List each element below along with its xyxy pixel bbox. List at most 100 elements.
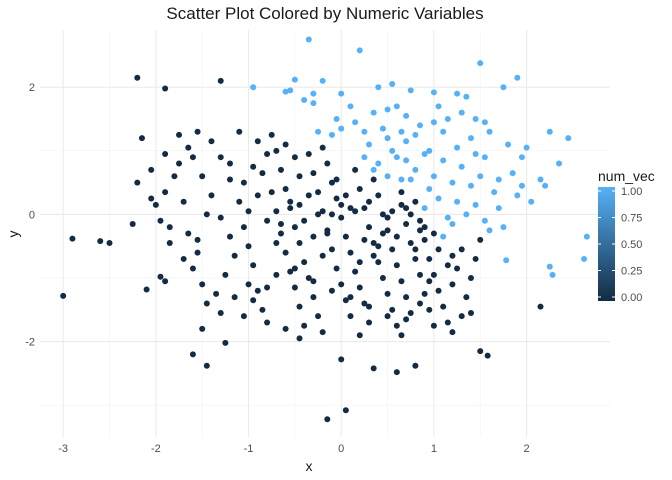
data-point	[217, 309, 224, 316]
data-point	[273, 208, 280, 215]
color-legend: num_vec 0.00 0.25 0.50 0.75 1.00	[598, 168, 655, 304]
data-point	[291, 76, 298, 83]
data-point	[273, 271, 280, 278]
data-point	[338, 125, 345, 132]
data-point	[287, 268, 294, 275]
data-point	[347, 249, 354, 256]
data-point	[407, 176, 414, 183]
data-point	[203, 211, 210, 218]
data-point	[227, 176, 233, 183]
data-point	[435, 287, 442, 294]
data-point	[176, 131, 183, 138]
legend-ticks: 0.00 0.25 0.50 0.75 1.00	[598, 186, 642, 304]
data-point	[491, 189, 498, 196]
data-point	[366, 141, 373, 148]
data-point	[370, 365, 377, 372]
data-point	[338, 90, 345, 97]
data-point	[268, 131, 275, 138]
data-point	[352, 119, 359, 126]
data-point	[375, 243, 382, 250]
data-point	[180, 255, 187, 262]
data-point	[528, 198, 535, 205]
data-point	[264, 284, 271, 291]
data-point	[333, 176, 340, 183]
data-point	[481, 154, 488, 161]
data-point	[291, 265, 298, 272]
data-point	[472, 116, 479, 123]
data-point	[523, 144, 530, 151]
data-point	[319, 252, 326, 259]
data-point	[310, 233, 317, 240]
data-point	[458, 246, 465, 253]
data-point	[389, 81, 396, 88]
data-point	[227, 160, 233, 167]
data-point	[375, 160, 382, 167]
data-point	[537, 303, 544, 310]
data-point	[296, 240, 303, 247]
data-point	[213, 290, 220, 297]
data-point	[393, 322, 400, 329]
data-point	[454, 198, 461, 205]
data-point	[356, 47, 363, 54]
data-point	[60, 292, 67, 299]
data-point	[185, 230, 192, 237]
data-point	[134, 179, 141, 186]
data-point	[264, 217, 271, 224]
data-point	[412, 255, 419, 262]
data-point	[328, 131, 335, 138]
data-point	[370, 109, 377, 116]
data-point	[472, 201, 479, 208]
data-point	[417, 271, 423, 278]
legend-title: num_vec	[598, 168, 655, 184]
data-point	[444, 116, 451, 123]
data-point	[338, 356, 345, 363]
data-point	[384, 313, 391, 320]
data-point	[384, 214, 391, 221]
data-point	[291, 154, 298, 161]
data-point	[412, 131, 419, 138]
data-point	[231, 252, 238, 259]
data-point	[379, 211, 386, 218]
data-point	[505, 141, 512, 148]
data-point	[328, 179, 335, 186]
data-point	[217, 77, 224, 84]
data-point	[342, 297, 349, 304]
data-point	[398, 332, 405, 339]
data-point	[166, 224, 173, 231]
data-point	[157, 273, 164, 280]
x-tick-label: -3	[58, 443, 68, 455]
data-point	[514, 74, 521, 81]
y-tick-label: 0	[29, 209, 35, 221]
data-point	[472, 255, 479, 262]
data-point	[277, 166, 284, 173]
data-point	[347, 294, 354, 301]
data-point	[138, 135, 145, 142]
data-point	[305, 151, 312, 158]
data-point	[463, 93, 470, 100]
legend-colorbar	[598, 187, 615, 301]
data-point	[222, 271, 229, 278]
data-point	[426, 255, 433, 262]
data-point	[301, 322, 308, 329]
legend-tick-label: 0.75	[621, 213, 642, 225]
data-point	[440, 128, 447, 135]
data-point	[203, 362, 210, 369]
data-point	[481, 217, 488, 224]
data-point	[264, 151, 271, 158]
data-point	[426, 185, 433, 192]
data-point	[454, 144, 461, 151]
data-point	[495, 205, 502, 212]
data-point	[338, 201, 345, 208]
data-point	[467, 182, 474, 189]
data-point	[477, 236, 484, 243]
data-point	[426, 147, 433, 154]
data-point	[254, 138, 261, 145]
data-point	[264, 319, 271, 326]
data-point	[162, 189, 169, 196]
data-point	[370, 240, 377, 247]
data-point	[398, 128, 405, 135]
data-point	[500, 224, 507, 231]
data-point	[407, 87, 414, 94]
data-point	[440, 157, 447, 164]
data-point	[430, 173, 437, 180]
